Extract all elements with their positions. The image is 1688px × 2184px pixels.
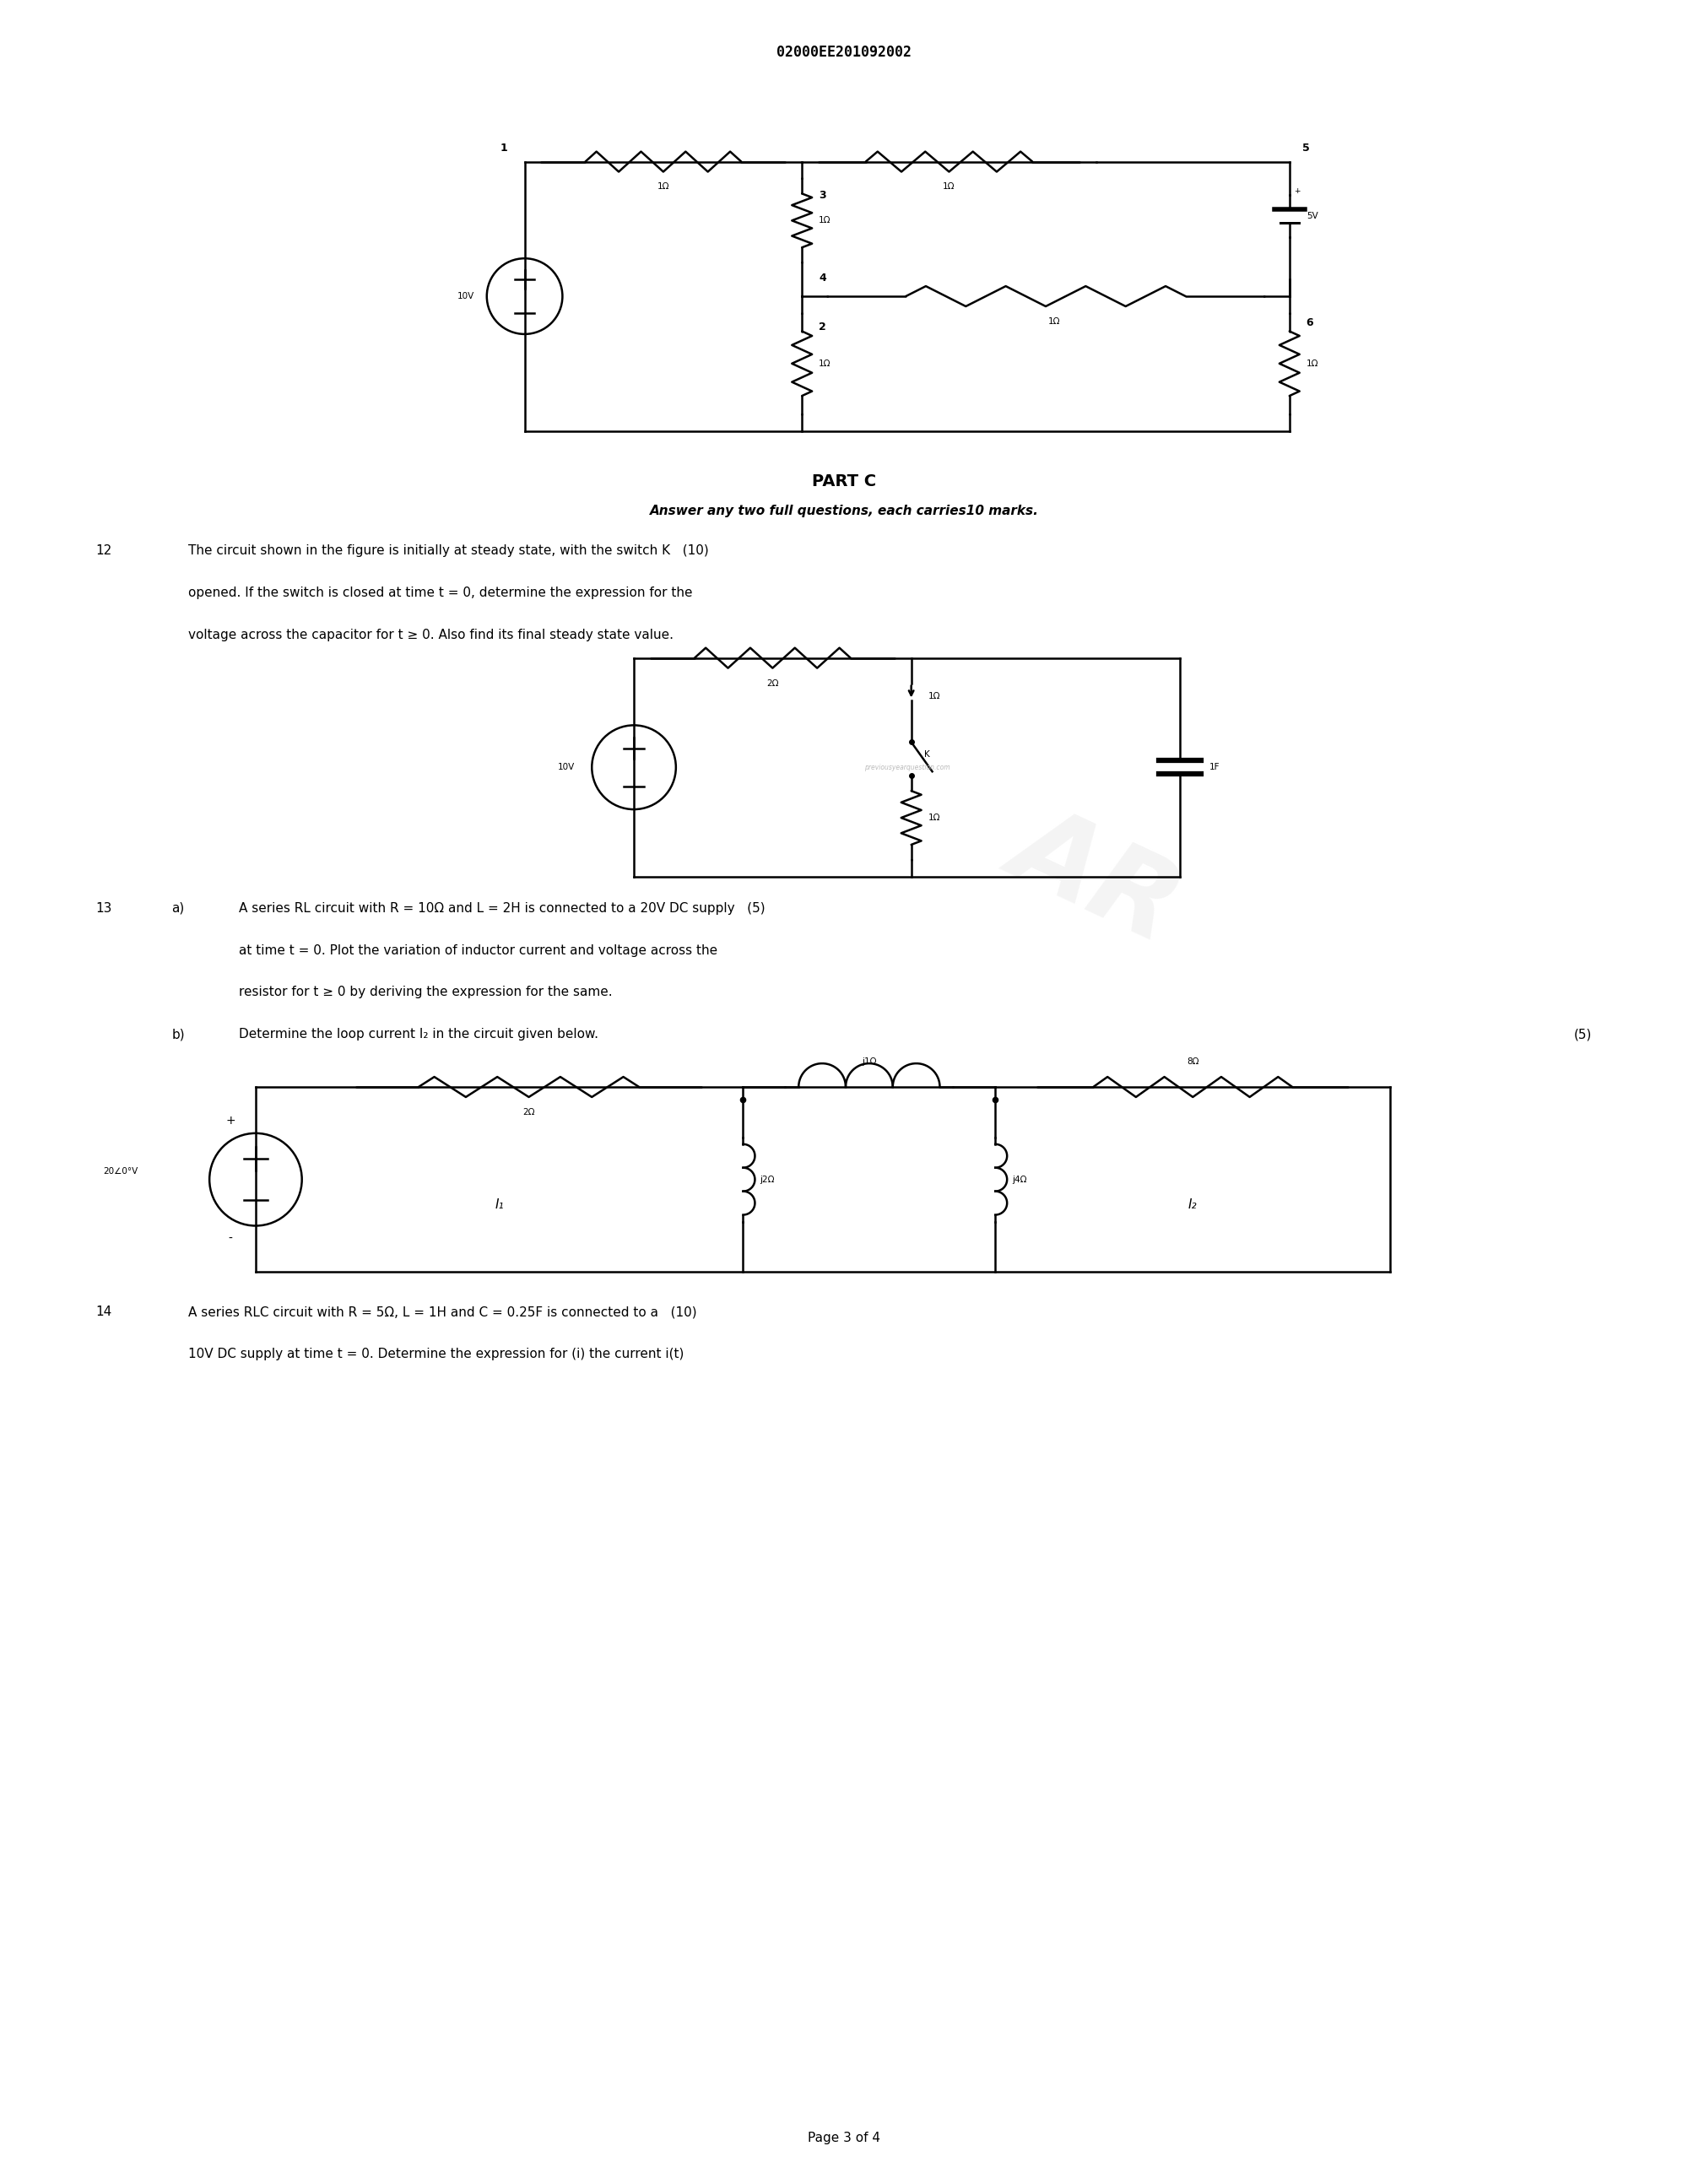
Text: voltage across the capacitor for t ≥ 0. Also find its final steady state value.: voltage across the capacitor for t ≥ 0. … bbox=[189, 629, 674, 642]
Text: j1Ω: j1Ω bbox=[863, 1057, 876, 1066]
Text: PART C: PART C bbox=[812, 474, 876, 489]
Text: 20∠0°V: 20∠0°V bbox=[103, 1166, 138, 1175]
Text: 1Ω: 1Ω bbox=[657, 183, 670, 192]
Text: -: - bbox=[228, 1232, 233, 1245]
Text: I₁: I₁ bbox=[495, 1199, 505, 1212]
Text: 10V: 10V bbox=[457, 293, 474, 301]
Text: 1Ω: 1Ω bbox=[1307, 360, 1318, 367]
Text: 5V: 5V bbox=[1307, 212, 1318, 221]
Text: Page 3 of 4: Page 3 of 4 bbox=[807, 2132, 881, 2145]
Text: 2: 2 bbox=[819, 321, 825, 332]
Text: 1Ω: 1Ω bbox=[819, 360, 830, 367]
Text: (5): (5) bbox=[1573, 1029, 1592, 1042]
Text: Answer any two full questions, each carries10 marks.: Answer any two full questions, each carr… bbox=[650, 505, 1038, 518]
Text: 3: 3 bbox=[819, 190, 825, 201]
Text: 12: 12 bbox=[96, 544, 111, 557]
Text: 6: 6 bbox=[1307, 317, 1313, 328]
Text: 2Ω: 2Ω bbox=[523, 1107, 535, 1116]
Text: at time t = 0. Plot the variation of inductor current and voltage across the: at time t = 0. Plot the variation of ind… bbox=[240, 943, 717, 957]
Text: Determine the loop current I₂ in the circuit given below.: Determine the loop current I₂ in the cir… bbox=[240, 1029, 598, 1042]
Text: The circuit shown in the figure is initially at steady state, with the switch K : The circuit shown in the figure is initi… bbox=[189, 544, 709, 557]
Text: 1Ω: 1Ω bbox=[928, 815, 940, 821]
Text: 1Ω: 1Ω bbox=[928, 692, 940, 701]
Text: 13: 13 bbox=[96, 902, 113, 915]
Text: A series RLC circuit with R = 5Ω, L = 1H and C = 0.25F is connected to a   (10): A series RLC circuit with R = 5Ω, L = 1H… bbox=[189, 1306, 697, 1319]
Text: I₂: I₂ bbox=[1188, 1199, 1197, 1212]
Text: b): b) bbox=[172, 1029, 184, 1042]
Text: 10V: 10V bbox=[559, 762, 576, 771]
Text: A series RL circuit with R = 10Ω and L = 2H is connected to a 20V DC supply   (5: A series RL circuit with R = 10Ω and L =… bbox=[240, 902, 765, 915]
Text: K: K bbox=[923, 751, 930, 758]
Text: resistor for t ≥ 0 by deriving the expression for the same.: resistor for t ≥ 0 by deriving the expre… bbox=[240, 985, 613, 998]
Text: AR: AR bbox=[996, 793, 1197, 961]
Text: j4Ω: j4Ω bbox=[1013, 1175, 1026, 1184]
Text: previousyearquestion.com: previousyearquestion.com bbox=[864, 764, 950, 771]
Text: a): a) bbox=[172, 902, 184, 915]
Text: +: + bbox=[226, 1114, 235, 1127]
Text: 1Ω: 1Ω bbox=[1048, 317, 1060, 325]
Text: 2Ω: 2Ω bbox=[766, 679, 778, 688]
Text: 5: 5 bbox=[1301, 142, 1310, 153]
Text: 1Ω: 1Ω bbox=[819, 216, 830, 225]
Text: 8Ω: 8Ω bbox=[1187, 1057, 1198, 1066]
Text: j2Ω: j2Ω bbox=[760, 1175, 775, 1184]
Text: 02000EE201092002: 02000EE201092002 bbox=[776, 44, 912, 59]
Text: +: + bbox=[1293, 188, 1300, 194]
Text: opened. If the switch is closed at time t = 0, determine the expression for the: opened. If the switch is closed at time … bbox=[189, 587, 692, 598]
Text: 1: 1 bbox=[500, 142, 508, 153]
Text: 1F: 1F bbox=[1210, 762, 1220, 771]
Text: 4: 4 bbox=[819, 273, 825, 284]
Text: 1Ω: 1Ω bbox=[944, 183, 955, 192]
Text: 10V DC supply at time t = 0. Determine the expression for (i) the current i(t): 10V DC supply at time t = 0. Determine t… bbox=[189, 1348, 684, 1361]
Text: 14: 14 bbox=[96, 1306, 111, 1319]
